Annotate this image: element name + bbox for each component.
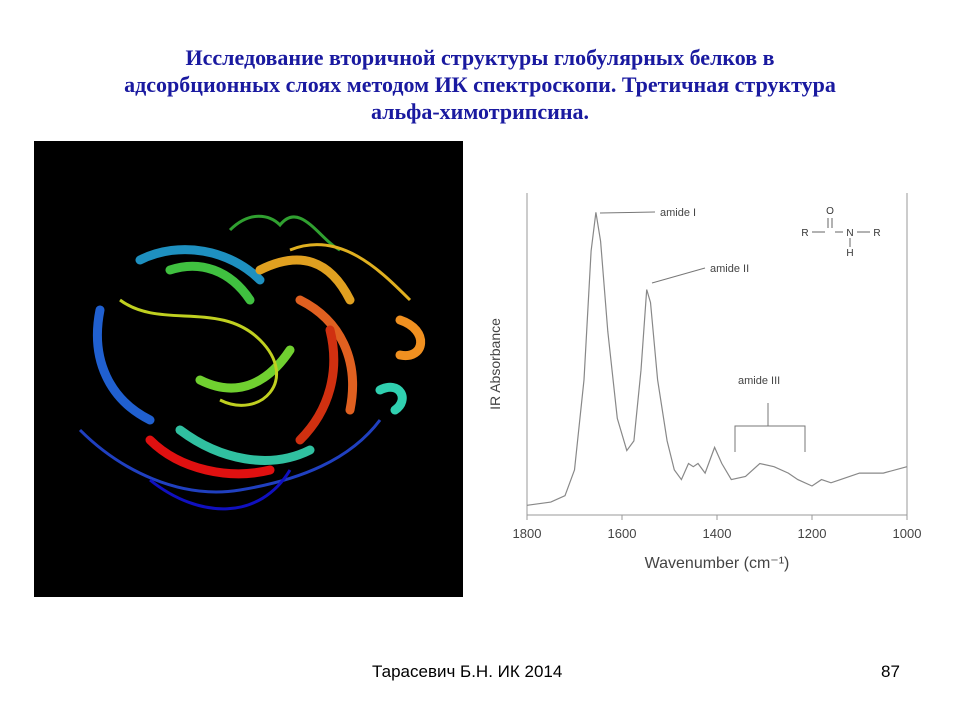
x-tick-label: 1000: [893, 526, 922, 541]
slide-title: Исследование вторичной структуры глобуля…: [40, 44, 920, 125]
page-number: 87: [881, 662, 900, 681]
title-line: альфа-химотрипсина.: [370, 99, 590, 124]
leader: [599, 211, 656, 214]
x-tick-label: 1400: [703, 526, 732, 541]
atom: R: [873, 228, 880, 239]
x-tick-label: 1600: [608, 526, 637, 541]
x-tick-label: 1800: [513, 526, 542, 541]
x-tick-label: 1200: [798, 526, 827, 541]
title-line: адсорбционных слоях методом ИК спектроск…: [124, 72, 836, 97]
annotation: amide II: [710, 263, 749, 275]
spectrum-line: [526, 212, 908, 506]
protein-image: [34, 141, 463, 597]
x-axis-label: Wavenumber (cm⁻¹): [645, 555, 790, 572]
structure-formula: O R N R H: [801, 206, 880, 259]
atom: H: [846, 248, 853, 259]
footer: Тарасевич Б.Н. ИК 2014: [372, 662, 563, 681]
spectrum-chart: 1800 1600 1400 1200 1000 Wavenumber (cm⁻¹) IR …: [487, 193, 921, 572]
leader: [651, 267, 706, 284]
title-line: Исследование вторичной структуры глобуля…: [185, 45, 775, 70]
atom: R: [801, 228, 808, 239]
annotation: amide I: [660, 207, 696, 219]
atom: N: [846, 228, 853, 239]
atom: O: [826, 206, 834, 217]
y-axis-label: IR Absorbance: [487, 318, 503, 410]
bracket: [734, 403, 806, 452]
annotation: amide III: [738, 375, 780, 387]
